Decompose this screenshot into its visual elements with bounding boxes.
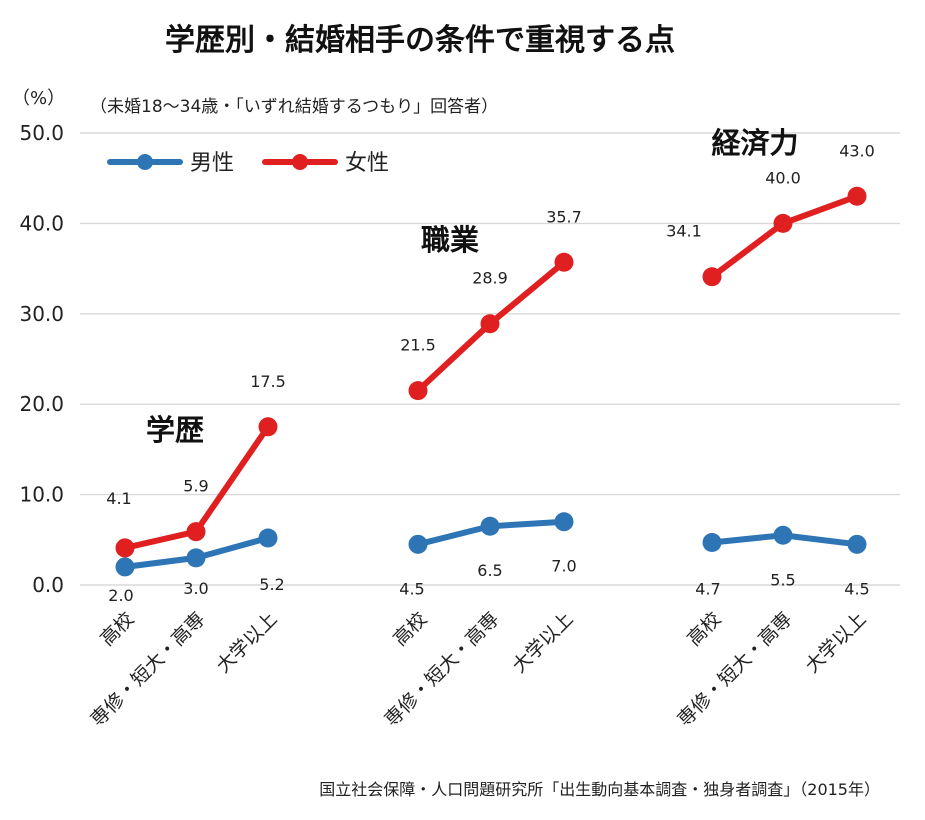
- data-label: 7.0: [551, 557, 576, 576]
- legend-swatch-marker: [137, 154, 153, 170]
- y-tick-label: 10.0: [19, 483, 64, 507]
- data-label: 6.5: [477, 561, 502, 580]
- data-point: [186, 548, 206, 568]
- data-point: [847, 534, 867, 554]
- data-label: 34.1: [666, 222, 702, 241]
- chart-subtitle: （未婚18〜34歳・「いずれ結婚するつもり」回答者）: [90, 97, 498, 117]
- data-labels: 2.0 3.0 5.2 4.1 5.9 17.5 4.5 6.5 7.0 21.5 28.9 35.7…: [106, 141, 875, 605]
- data-point: [702, 533, 722, 553]
- y-tick-label: 30.0: [19, 302, 64, 326]
- gridlines: [80, 132, 900, 586]
- data-point: [258, 417, 278, 437]
- y-axis-unit: （%）: [12, 88, 65, 109]
- group-label: 学歴: [146, 413, 204, 447]
- legend: 男性 女性: [107, 151, 389, 176]
- x-tick-label: 大学以上: [212, 608, 281, 677]
- data-point: [480, 516, 500, 536]
- data-label: 21.5: [400, 336, 436, 355]
- legend-label: 女性: [345, 151, 389, 176]
- data-label: 4.1: [106, 489, 131, 508]
- data-label: 4.5: [844, 579, 869, 598]
- y-tick-label: 20.0: [19, 392, 64, 416]
- data-label: 43.0: [839, 141, 875, 160]
- data-label: 5.2: [259, 575, 284, 594]
- data-point: [773, 213, 793, 233]
- series-line: [709, 193, 860, 280]
- group-label: 職業: [421, 223, 479, 257]
- data-label: 5.5: [770, 570, 795, 589]
- data-label: 4.7: [695, 580, 720, 599]
- y-tick-label: 50.0: [19, 121, 64, 145]
- x-tick-label: 大学以上: [801, 608, 870, 677]
- y-axis-ticks: 0.0 10.0 20.0 30.0 40.0 50.0: [19, 121, 64, 597]
- data-point: [554, 512, 574, 532]
- data-point: [702, 267, 722, 287]
- data-point: [186, 522, 206, 542]
- data-point: [258, 528, 278, 548]
- data-label: 4.5: [399, 579, 424, 598]
- x-tick-label: 高校: [683, 608, 725, 650]
- x-tick-label: 高校: [96, 608, 138, 650]
- y-tick-label: 40.0: [19, 211, 64, 235]
- data-label: 28.9: [472, 269, 508, 288]
- group-label: 経済力: [711, 126, 798, 160]
- data-point: [554, 252, 574, 272]
- data-point: [408, 381, 428, 401]
- data-label: 5.9: [183, 477, 208, 496]
- x-tick-label: 大学以上: [508, 608, 577, 677]
- data-point: [847, 186, 867, 206]
- y-tick-label: 0.0: [32, 573, 64, 597]
- data-label: 2.0: [108, 586, 133, 605]
- series-lines: [115, 186, 867, 577]
- data-point: [773, 525, 793, 545]
- data-label: 35.7: [546, 207, 582, 226]
- data-point: [115, 557, 135, 577]
- x-tick-label: 高校: [389, 608, 431, 650]
- data-label: 17.5: [250, 372, 286, 391]
- data-point: [480, 314, 500, 334]
- legend-label: 男性: [190, 151, 234, 176]
- chart-title: 学歴別・結婚相手の条件で重視する点: [165, 23, 675, 58]
- data-label: 40.0: [765, 168, 801, 187]
- data-point: [408, 534, 428, 554]
- source-note: 国立社会保障・人口問題研究所「出生動向基本調査・独身者調査」（2015年）: [319, 780, 880, 799]
- data-point: [115, 538, 135, 558]
- data-label: 3.0: [183, 579, 208, 598]
- group-labels: 学歴 職業 経済力: [146, 126, 799, 447]
- legend-swatch-marker: [292, 154, 308, 170]
